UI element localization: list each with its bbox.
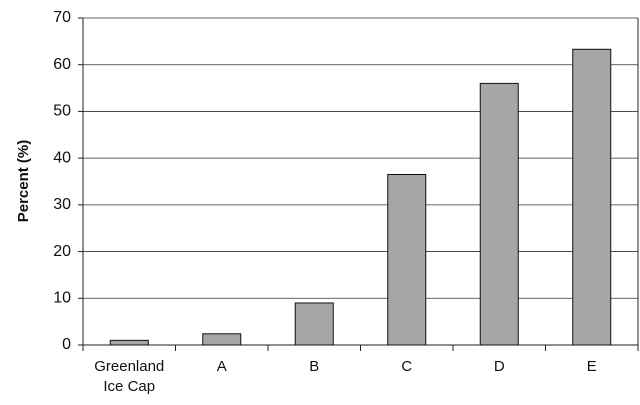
bar xyxy=(202,333,242,346)
bar xyxy=(294,302,334,346)
y-tick-label: 60 xyxy=(53,56,71,73)
x-tick-label: C xyxy=(401,358,413,375)
y-axis-title: Percent (%) xyxy=(15,140,32,223)
bar xyxy=(572,48,612,346)
x-tick-label: A xyxy=(216,358,227,375)
y-tick-label: 50 xyxy=(53,103,71,120)
bar xyxy=(387,173,427,346)
y-tick-label: 70 xyxy=(53,9,71,26)
y-tick-label: 40 xyxy=(53,149,71,166)
bar xyxy=(109,339,149,346)
y-tick-label: 0 xyxy=(62,336,71,353)
x-tick-label: D xyxy=(493,358,505,375)
y-tick-label: 10 xyxy=(53,290,71,307)
y-tick-label: 20 xyxy=(53,243,71,260)
x-tick-label: B xyxy=(309,358,320,375)
bar xyxy=(479,82,519,346)
x-tick-label: Greenland Ice Cap xyxy=(94,358,165,395)
y-tick-label: 30 xyxy=(53,196,71,213)
x-tick-label: E xyxy=(586,358,597,375)
